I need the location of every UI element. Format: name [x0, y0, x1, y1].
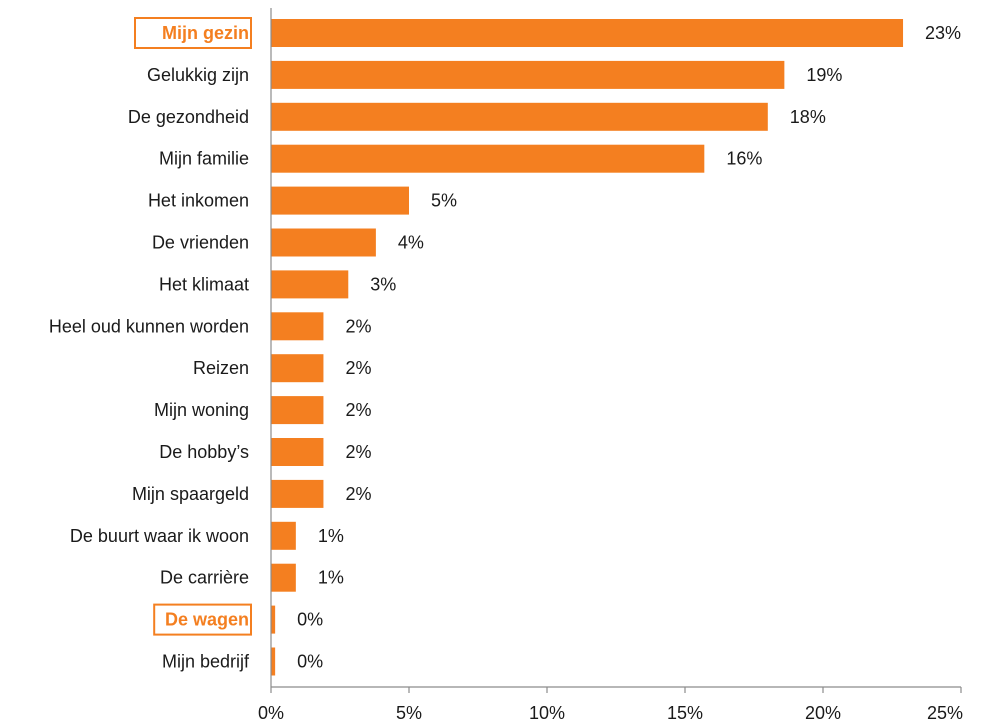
category-label: Mijn bedrijf: [162, 652, 250, 672]
value-labels: 23% 19% 18% 16% 5% 4% 3% 2% 2% 2% 2% 2% 1% 1% 0% 0%: [297, 23, 961, 672]
x-tick-label: 0%: [258, 703, 284, 723]
bar-8: [271, 312, 324, 341]
category-label: De vrienden: [152, 233, 249, 253]
category-label: De carrière: [160, 568, 249, 588]
bar-5: [271, 186, 409, 215]
category-label: Mijn spaargeld: [132, 484, 249, 504]
category-label: Reizen: [193, 358, 249, 378]
category-label: Gelukkig zijn: [147, 65, 249, 85]
category-label: Het inkomen: [148, 191, 249, 211]
bar-9: [271, 354, 324, 383]
x-tick-label: 5%: [396, 703, 422, 723]
value-label: 0%: [297, 652, 323, 672]
category-label: Mijn gezin: [162, 23, 249, 43]
value-label: 4%: [398, 233, 424, 253]
bar-16: [271, 647, 276, 676]
category-label: Mijn woning: [154, 400, 249, 420]
value-label: 3%: [370, 274, 396, 294]
value-label: 2%: [345, 400, 371, 420]
bar-3: [271, 102, 768, 131]
bar-14: [271, 563, 296, 592]
value-label: 16%: [726, 149, 762, 169]
value-label: 1%: [318, 526, 344, 546]
bar-7: [271, 270, 349, 299]
category-label: De gezondheid: [128, 107, 249, 127]
bar-2: [271, 60, 785, 89]
category-label: Het klimaat: [159, 274, 249, 294]
x-tick-label: 25%: [927, 703, 963, 723]
x-axis-ticks: 0% 5% 10% 15% 20% 25%: [258, 687, 963, 723]
highlight-box: [153, 603, 252, 636]
value-label: 23%: [925, 23, 961, 43]
x-tick-label: 15%: [667, 703, 703, 723]
bars: [271, 19, 904, 676]
bar-4: [271, 144, 705, 173]
category-labels: Mijn gezin Gelukkig zijn De gezondheid Mijn…: [49, 17, 252, 672]
axes: [270, 8, 961, 688]
value-label: 19%: [806, 65, 842, 85]
value-label: 2%: [345, 484, 371, 504]
category-label: Mijn familie: [159, 149, 249, 169]
highlight-box: [134, 17, 252, 49]
bar-10: [271, 396, 324, 425]
bar-12: [271, 479, 324, 508]
value-label: 2%: [345, 442, 371, 462]
value-label: 18%: [790, 107, 826, 127]
bar-13: [271, 521, 296, 550]
bar-6: [271, 228, 376, 257]
value-label: 1%: [318, 568, 344, 588]
bar-1: [271, 19, 904, 47]
category-label: Heel oud kunnen worden: [49, 316, 249, 336]
x-tick-label: 10%: [529, 703, 565, 723]
category-label: De wagen: [165, 610, 249, 630]
category-label: De hobby’s: [159, 442, 249, 462]
value-label: 2%: [345, 358, 371, 378]
x-tick-label: 20%: [805, 703, 841, 723]
value-label: 5%: [431, 191, 457, 211]
bar-11: [271, 438, 324, 466]
bar-15: [271, 605, 276, 634]
value-label: 0%: [297, 610, 323, 630]
category-label: De buurt waar ik woon: [70, 526, 249, 546]
value-label: 2%: [345, 316, 371, 336]
